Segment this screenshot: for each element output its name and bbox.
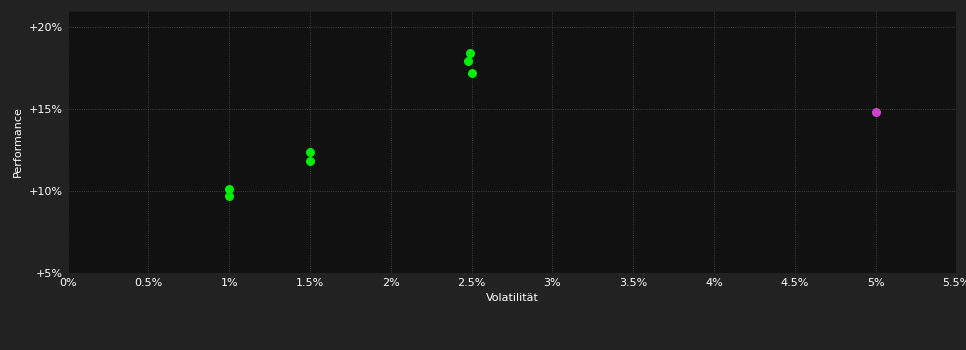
Point — [464, 70, 479, 76]
X-axis label: Volatilität: Volatilität — [486, 293, 538, 303]
Point — [302, 149, 318, 154]
Point — [461, 58, 476, 64]
Point — [302, 159, 318, 164]
Point — [867, 110, 883, 115]
Point — [221, 193, 237, 199]
Y-axis label: Performance: Performance — [14, 106, 23, 177]
Point — [463, 50, 478, 56]
Point — [221, 187, 237, 192]
